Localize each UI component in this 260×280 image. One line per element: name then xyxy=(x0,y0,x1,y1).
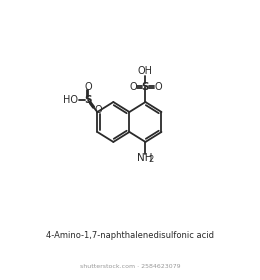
Text: S: S xyxy=(142,82,149,92)
Text: 2: 2 xyxy=(148,155,153,164)
Text: O: O xyxy=(154,82,162,92)
Text: O: O xyxy=(129,82,137,92)
Text: NH: NH xyxy=(137,153,152,163)
Text: O: O xyxy=(84,82,92,92)
Text: O: O xyxy=(94,105,102,115)
Text: 4-Amino-1,7-naphthalenedisulfonic acid: 4-Amino-1,7-naphthalenedisulfonic acid xyxy=(46,231,214,240)
Text: HO: HO xyxy=(63,95,78,105)
Text: shutterstock.com · 2584623079: shutterstock.com · 2584623079 xyxy=(80,264,180,269)
Text: OH: OH xyxy=(138,66,153,76)
Text: S: S xyxy=(84,95,92,105)
